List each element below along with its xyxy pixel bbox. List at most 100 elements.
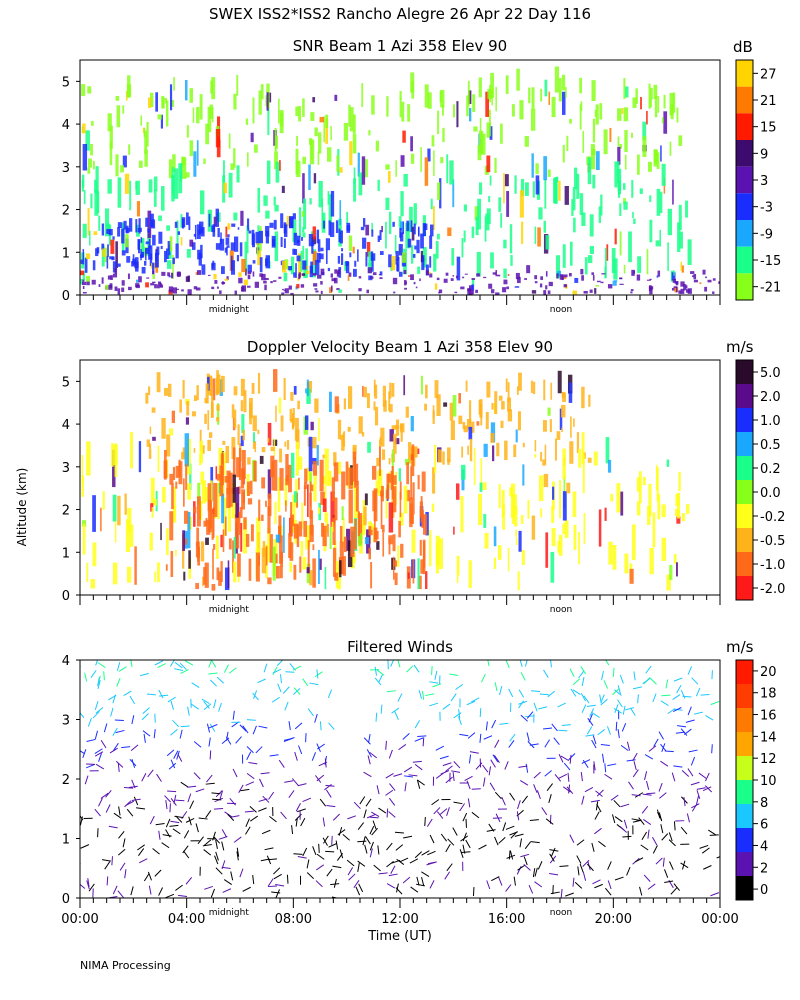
layer-cell xyxy=(676,562,678,577)
layer-cell xyxy=(378,274,382,276)
layer-cell xyxy=(196,140,199,166)
layer-cell xyxy=(324,566,327,590)
wind-barb xyxy=(130,744,139,751)
layer-cell xyxy=(152,270,155,275)
layer-cell xyxy=(203,520,207,527)
wind-barb xyxy=(604,773,613,780)
layer-cell xyxy=(345,261,350,274)
layer-cell xyxy=(189,239,194,247)
wind-barb xyxy=(479,733,482,743)
wind-barb xyxy=(298,745,303,755)
layer-cell xyxy=(556,273,559,279)
layer-cell xyxy=(305,248,308,278)
wind-barb xyxy=(180,781,189,788)
wind-barb xyxy=(673,708,683,711)
layer-cell xyxy=(105,223,111,229)
layer-cell xyxy=(407,238,412,248)
layer-cell xyxy=(267,437,270,443)
layer-cell xyxy=(216,473,221,481)
wind-barb xyxy=(533,702,538,712)
wind-barb xyxy=(390,660,395,667)
layer-cell xyxy=(632,211,634,219)
layer-cell xyxy=(261,447,266,453)
layer-cell xyxy=(349,252,352,258)
wind-barb xyxy=(357,840,367,843)
layer-cell xyxy=(498,395,503,401)
layer-cell xyxy=(406,462,409,485)
layer-cell xyxy=(241,414,245,434)
layer-cell xyxy=(353,457,356,488)
wind-barb xyxy=(358,883,364,893)
wind-barb xyxy=(417,735,427,737)
wind-barb xyxy=(424,817,426,827)
wind-barb xyxy=(683,797,686,807)
layer-cell xyxy=(269,222,274,228)
wind-barb xyxy=(295,803,301,812)
layer-cell xyxy=(404,458,410,466)
layer-cell xyxy=(264,284,267,291)
layer-cell xyxy=(496,442,500,457)
layer-cell xyxy=(440,89,445,108)
layer-cell xyxy=(281,185,285,194)
colorbar-tick-label: -0.2 xyxy=(760,510,785,525)
wind-barb xyxy=(594,811,600,820)
layer-cell xyxy=(386,473,390,500)
layer-cell xyxy=(337,255,341,264)
layer-cell xyxy=(483,514,487,528)
wind-barb xyxy=(467,732,476,739)
wind-barb xyxy=(397,693,403,702)
wind-barb xyxy=(644,771,648,781)
wind-barb xyxy=(203,839,212,847)
layer-cell xyxy=(177,231,181,235)
layer-cell xyxy=(346,211,349,225)
layer-cell xyxy=(176,220,179,245)
layer-cell xyxy=(162,486,166,503)
wind-barb xyxy=(425,693,435,697)
layer-cell xyxy=(175,243,179,259)
layer-cell xyxy=(485,411,489,430)
layer-cell xyxy=(115,154,119,177)
wind-barb xyxy=(208,724,218,729)
layer-cell xyxy=(661,163,666,186)
layer-cell xyxy=(282,288,284,291)
y-tick-label: 2 xyxy=(62,773,70,788)
wind-barb xyxy=(610,794,619,801)
layer-cell xyxy=(144,130,148,155)
layer-cell xyxy=(656,152,660,169)
panel-3-content xyxy=(80,660,720,898)
colorbar-tick-label: 16 xyxy=(760,709,777,724)
layer-cell xyxy=(140,237,143,243)
wind-barb xyxy=(302,847,308,857)
wind-barb xyxy=(471,697,480,703)
wind-barb xyxy=(222,888,232,893)
layer-cell xyxy=(477,144,482,161)
wind-barb xyxy=(365,798,372,807)
layer-cell xyxy=(128,144,131,155)
wind-barb xyxy=(680,862,689,869)
wind-barb xyxy=(136,807,146,810)
layer-cell xyxy=(151,507,154,518)
layer-cell xyxy=(219,238,225,251)
layer-cell xyxy=(325,512,329,533)
wind-barb xyxy=(551,723,558,732)
wind-barb xyxy=(221,866,231,870)
colorbar-tick-label: 2.0 xyxy=(760,390,781,405)
wind-barb xyxy=(632,752,638,762)
layer-cell xyxy=(199,221,204,234)
layer-cell xyxy=(207,106,212,133)
wind-barb xyxy=(661,694,671,697)
layer-cell xyxy=(419,278,421,282)
layer-cell xyxy=(535,163,539,174)
layer-cell xyxy=(540,276,544,280)
layer-cell xyxy=(531,153,534,178)
layer-cell xyxy=(621,108,624,114)
colorbar-swatch xyxy=(736,220,753,247)
layer-cell xyxy=(357,152,360,177)
layer-cell xyxy=(152,234,156,246)
wind-barb xyxy=(275,883,285,887)
wind-barb xyxy=(614,689,622,696)
layer-cell xyxy=(112,494,117,522)
layer-cell xyxy=(279,566,283,579)
layer-cell xyxy=(196,385,199,401)
layer-cell xyxy=(558,534,563,556)
